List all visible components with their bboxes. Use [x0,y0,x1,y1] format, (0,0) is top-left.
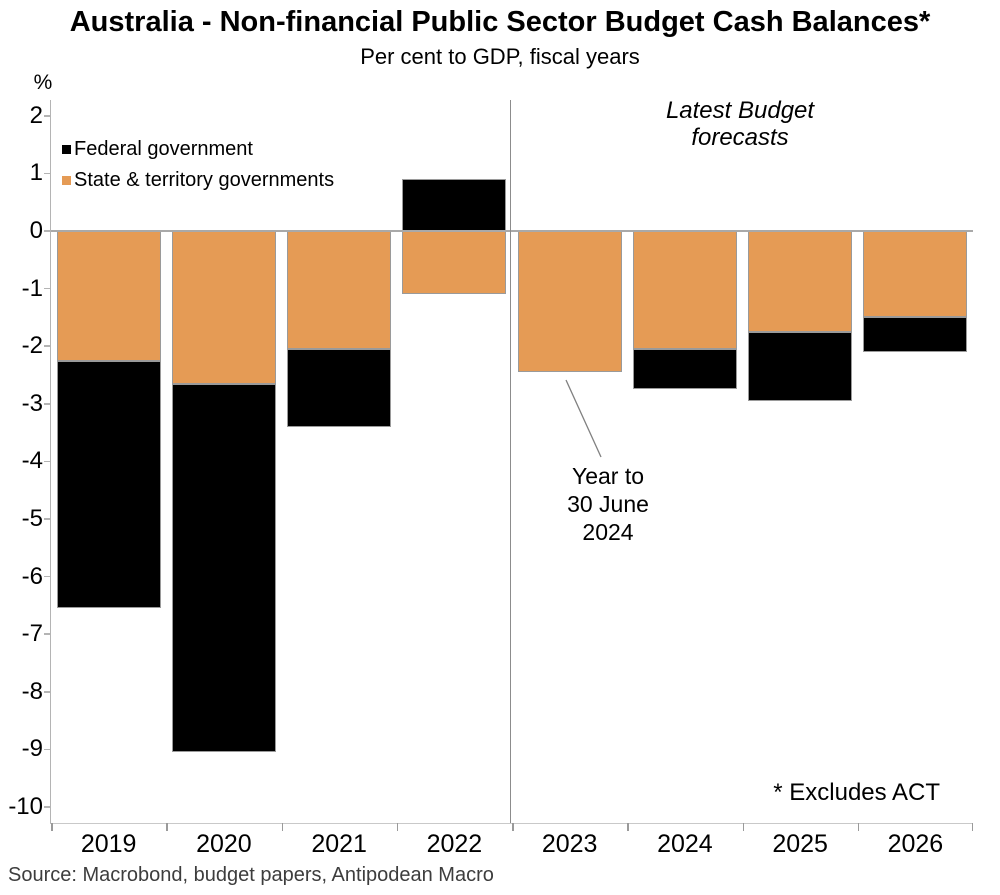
bar-segment-2022-state [402,231,507,295]
y-axis-unit-label: % [33,71,53,94]
annotation-leader-line [565,379,602,458]
bar-segment-2023-state [517,231,622,373]
legend-swatch-icon [62,145,71,154]
y-axis-tick [44,345,51,347]
legend-swatch-icon [62,176,71,185]
y-tick-label: -2 [21,332,43,360]
x-tick-label-2021: 2021 [311,830,367,858]
y-tick-label: -10 [8,793,43,820]
chart-subtitle: Per cent to GDP, fiscal years [360,44,640,69]
x-axis-tick [512,823,514,831]
y-tick-label: -9 [21,735,43,763]
y-axis-tick [44,575,51,578]
y-axis-tick [44,230,51,232]
y-axis-tick [44,403,51,405]
bar-segment-2026-state [863,231,968,318]
bar-segment-2019-federal [56,360,161,609]
x-axis-tick [51,823,53,831]
x-axis-tick [396,823,399,831]
bar-segment-2025-federal [748,331,853,401]
bar-segment-2019-state [56,231,161,361]
x-tick-label-2026: 2026 [887,830,944,858]
y-tick-label: 2 [29,101,43,129]
y-axis-tick [44,115,51,117]
x-tick-label-2020: 2020 [196,830,252,858]
x-tick-label-2024: 2024 [657,830,713,858]
zero-baseline [51,230,973,232]
chart-legend: Federal government State & territory gove… [62,134,334,196]
bar-segment-2020-federal [171,383,276,753]
y-axis-tick [44,748,51,751]
bar-segment-2022-federal [402,179,507,231]
x-tick-label-2019: 2019 [80,830,137,858]
bar-segment-2024-federal [632,349,737,390]
bar-segment-2021-state [287,231,392,350]
x-axis-tick [627,823,629,831]
y-tick-label: -1 [21,274,43,302]
plot-area: 2 1 0 -1 -2 -3 -4 -5 -6 -7 -8 -9 -10 2019 2020 2021 2022… [8,100,973,858]
bar-segment-2025-state [748,231,853,332]
x-axis-tick [281,823,283,831]
y-axis-tick [44,691,51,693]
bar-segment-2026-federal [863,317,968,352]
y-axis-tick [44,172,51,175]
x-tick-label-2022: 2022 [426,830,483,858]
x-tick-label-2025: 2025 [772,830,828,858]
y-axis-tick [44,518,51,520]
x-axis-tick [857,823,860,831]
y-axis-tick [44,460,51,463]
legend-item-state: State & territory governments [62,165,334,196]
bar-segment-2020-state [171,231,276,384]
legend-label: Federal government [74,138,253,160]
bar-segment-2021-federal [287,349,392,427]
y-tick-label: 0 [29,217,43,244]
forecast-divider-line [509,100,511,823]
y-tick-label: -6 [21,562,43,590]
footnote-excludes-act: * Excludes ACT [773,779,940,806]
legend-item-federal: Federal government [62,134,334,165]
x-tick-label-2023: 2023 [541,830,598,858]
x-axis-tick [971,823,973,831]
source-attribution: Source: Macrobond, budget papers, Antipo… [8,864,494,886]
x-axis-tick [166,823,168,831]
y-tick-label: -3 [21,389,43,417]
y-axis-tick [44,633,51,635]
y-tick-label: -8 [21,677,43,705]
y-axis-tick [44,806,51,808]
chart-title: Australia - Non-financial Public Sector … [69,6,931,38]
y-tick-label: -5 [21,505,43,532]
y-tick-label: 1 [29,159,43,187]
x-axis-tick [742,823,744,831]
y-tick-label: -4 [21,447,43,475]
y-axis-tick [44,287,51,290]
y-tick-label: -7 [21,620,43,648]
bar-segment-2024-state [632,231,737,350]
legend-label: State & territory governments [74,169,335,191]
year-to-annotation: Year to 30 June 2024 [567,463,649,545]
forecast-annotation: Latest Budget forecasts [665,97,815,151]
